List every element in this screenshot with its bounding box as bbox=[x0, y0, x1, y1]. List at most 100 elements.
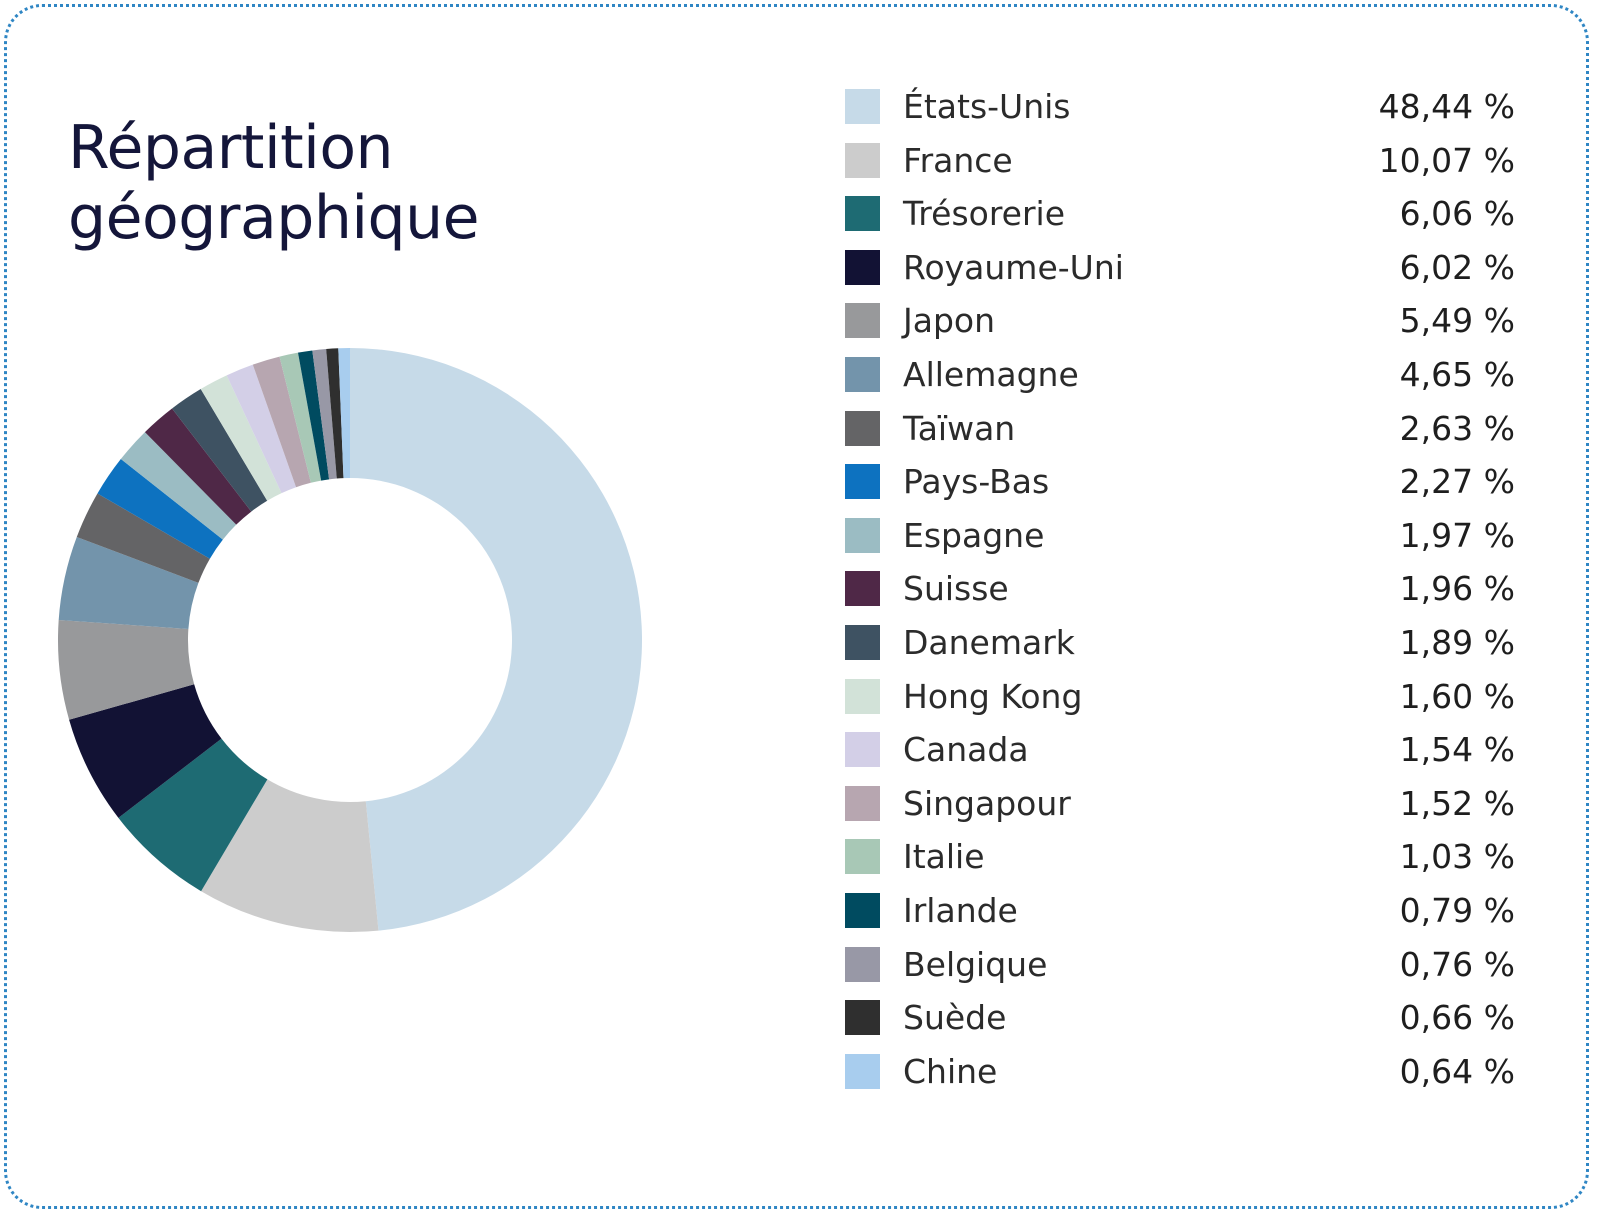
legend-swatch bbox=[845, 196, 880, 232]
legend-value: 4,65 % bbox=[1399, 354, 1515, 394]
legend-swatch bbox=[845, 89, 880, 124]
legend-value: 1,54 % bbox=[1399, 730, 1515, 770]
donut-slice-9 bbox=[144, 408, 252, 525]
legend-item: France 10,07 % bbox=[845, 134, 1515, 188]
legend-swatch bbox=[845, 732, 880, 768]
legend-swatch bbox=[845, 785, 880, 821]
legend-item: Suisse 1,96 % bbox=[845, 562, 1515, 616]
legend-swatch bbox=[845, 946, 880, 982]
chart-title: Répartition géographique bbox=[68, 113, 480, 253]
legend-item: Royaume-Uni 6,02 % bbox=[845, 241, 1515, 295]
donut-slice-13 bbox=[252, 356, 311, 488]
legend-label: Trésorerie bbox=[903, 194, 1066, 234]
legend-value: 10,07 % bbox=[1378, 140, 1515, 180]
legend-value: 1,52 % bbox=[1399, 783, 1515, 823]
donut-slice-10 bbox=[172, 389, 268, 512]
donut-slice-1 bbox=[201, 779, 379, 932]
legend-label: Italie bbox=[903, 837, 985, 877]
legend-label: Pays-Bas bbox=[903, 462, 1050, 502]
legend-item: Danemark 1,89 % bbox=[845, 616, 1515, 670]
legend-label: Belgique bbox=[903, 944, 1048, 984]
legend-label: Espagne bbox=[903, 515, 1045, 555]
donut-slice-7 bbox=[97, 459, 223, 559]
legend-value: 48,44 % bbox=[1378, 87, 1515, 126]
donut-slice-16 bbox=[312, 348, 337, 480]
legend-value: 1,03 % bbox=[1399, 837, 1515, 877]
legend-swatch bbox=[845, 624, 880, 660]
legend-label: France bbox=[903, 140, 1013, 180]
chart-legend: États-Unis 48,44 % France 10,07 % Trésorerie… bbox=[845, 80, 1515, 1098]
legend-swatch bbox=[845, 1000, 880, 1036]
donut-slice-4 bbox=[57, 620, 195, 720]
legend-value: 0,76 % bbox=[1399, 944, 1515, 984]
legend-value: 6,02 % bbox=[1399, 247, 1515, 287]
chart-card: Répartition géographique bbox=[4, 4, 1589, 1209]
donut-slice-11 bbox=[200, 375, 282, 501]
legend-value: 0,64 % bbox=[1399, 1051, 1515, 1091]
legend-label: Singapour bbox=[903, 783, 1071, 823]
donut-slice-12 bbox=[226, 364, 297, 494]
legend-item: Irlande 0,79 % bbox=[845, 884, 1515, 938]
legend-item: Japon 5,49 % bbox=[845, 294, 1515, 348]
legend-label: Canada bbox=[903, 730, 1029, 770]
legend-item: Italie 1,03 % bbox=[845, 830, 1515, 884]
legend-value: 0,66 % bbox=[1399, 998, 1515, 1038]
legend-label: Suède bbox=[903, 998, 1007, 1038]
legend-swatch bbox=[845, 571, 880, 607]
donut-slice-18 bbox=[338, 348, 350, 479]
donut-slice-15 bbox=[297, 350, 330, 481]
donut-slice-17 bbox=[326, 348, 344, 479]
legend-item: Canada 1,54 % bbox=[845, 723, 1515, 777]
donut-slice-5 bbox=[58, 536, 199, 629]
legend-swatch bbox=[845, 356, 880, 392]
donut-chart bbox=[57, 348, 643, 932]
legend-label: Royaume-Uni bbox=[903, 247, 1124, 287]
legend-item: Hong Kong 1,60 % bbox=[845, 670, 1515, 724]
legend-item: Singapour 1,52 % bbox=[845, 777, 1515, 831]
donut-slice-2 bbox=[118, 738, 268, 892]
legend-swatch bbox=[845, 303, 880, 339]
legend-item: Espagne 1,97 % bbox=[845, 509, 1515, 563]
legend-item: États-Unis 48,44 % bbox=[845, 80, 1515, 134]
legend-item: Belgique 0,76 % bbox=[845, 938, 1515, 992]
legend-value: 5,49 % bbox=[1399, 301, 1515, 341]
legend-value: 6,06 % bbox=[1399, 194, 1515, 234]
legend-value: 1,89 % bbox=[1399, 622, 1515, 662]
donut-slice-3 bbox=[69, 684, 222, 818]
legend-label: Chine bbox=[903, 1051, 998, 1091]
legend-value: 0,79 % bbox=[1399, 890, 1515, 930]
legend-label: Danemark bbox=[903, 622, 1075, 662]
legend-swatch bbox=[845, 839, 880, 875]
legend-item: Pays-Bas 2,27 % bbox=[845, 455, 1515, 509]
legend-item: Chine 0,64 % bbox=[845, 1045, 1515, 1099]
legend-item: Taïwan 2,63 % bbox=[845, 402, 1515, 456]
legend-label: Hong Kong bbox=[903, 676, 1083, 716]
legend-value: 1,60 % bbox=[1399, 676, 1515, 716]
legend-value: 1,97 % bbox=[1399, 515, 1515, 555]
legend-swatch bbox=[845, 892, 880, 928]
donut-slice-6 bbox=[76, 493, 210, 583]
legend-swatch bbox=[845, 517, 880, 553]
chart-title-line-2: géographique bbox=[68, 183, 480, 253]
legend-label: Japon bbox=[903, 301, 996, 341]
legend-item: Suède 0,66 % bbox=[845, 991, 1515, 1045]
legend-label: Suisse bbox=[903, 569, 1009, 609]
donut-slice-8 bbox=[120, 432, 237, 540]
legend-label: États-Unis bbox=[903, 87, 1071, 126]
legend-swatch bbox=[845, 678, 880, 714]
legend-label: Irlande bbox=[903, 890, 1018, 930]
legend-item: Allemagne 4,65 % bbox=[845, 348, 1515, 402]
legend-value: 1,96 % bbox=[1399, 569, 1515, 609]
legend-swatch bbox=[845, 1053, 880, 1089]
legend-value: 2,63 % bbox=[1399, 408, 1515, 448]
legend-swatch bbox=[845, 142, 880, 178]
legend-swatch bbox=[845, 464, 880, 500]
donut-slice-14 bbox=[279, 352, 322, 483]
legend-swatch bbox=[845, 410, 880, 446]
legend-value: 2,27 % bbox=[1399, 462, 1515, 502]
legend-label: Allemagne bbox=[903, 354, 1079, 394]
legend-label: Taïwan bbox=[903, 408, 1016, 448]
legend-swatch bbox=[845, 249, 880, 285]
donut-slice-0 bbox=[350, 348, 643, 931]
chart-title-line-1: Répartition bbox=[68, 113, 394, 183]
